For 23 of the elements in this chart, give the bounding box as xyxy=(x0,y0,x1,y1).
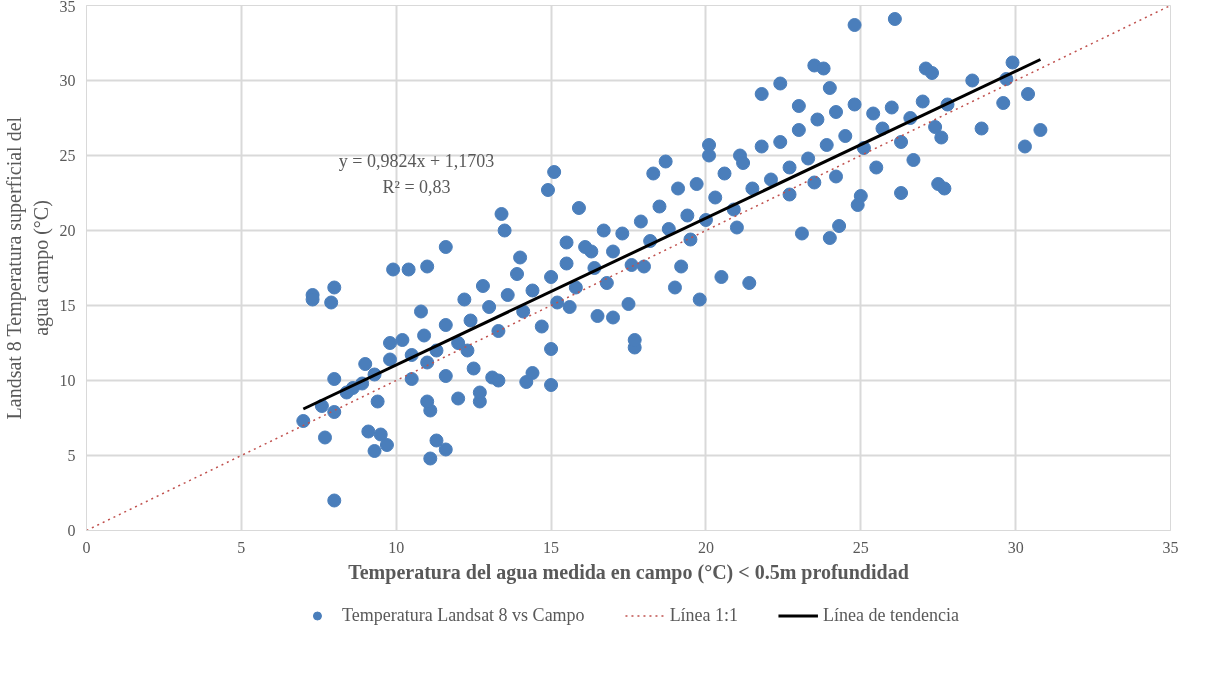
x-tick-label: 15 xyxy=(543,538,560,556)
x-axis-title: Temperatura del agua medida en campo (°C) < 0.5m profundidad xyxy=(348,560,909,584)
y-tick-label: 30 xyxy=(59,72,76,89)
x-tick-label: 35 xyxy=(1162,538,1179,556)
y-tick-label: 35 xyxy=(59,0,76,15)
y-tick-label: 10 xyxy=(59,372,76,389)
x-tick-label: 30 xyxy=(1007,538,1024,556)
legend-label: Línea 1:1 xyxy=(669,604,739,626)
y-axis-title: Landsat 8 Temperatura superficial del agua campo (°C) xyxy=(3,116,53,420)
y-tick-label: 5 xyxy=(67,447,76,464)
annotation: y = 0,9824x + 1,1703 xyxy=(338,150,495,171)
legend-label: Temperatura Landsat 8 vs Campo xyxy=(341,604,585,626)
y-tick-label: 20 xyxy=(59,222,76,239)
annotation: R² = 0,83 xyxy=(382,176,451,197)
x-tick-label: 20 xyxy=(697,538,714,556)
x-tick-label: 0 xyxy=(82,538,91,556)
y-tick-label: 0 xyxy=(67,522,76,539)
y-tick-label: 25 xyxy=(59,147,76,164)
y-tick-label: 15 xyxy=(59,297,76,314)
x-tick-label: 10 xyxy=(388,538,405,556)
legend-label: Línea de tendencia xyxy=(823,604,960,626)
x-tick-label: 5 xyxy=(237,538,246,556)
x-tick-label: 25 xyxy=(852,538,869,556)
